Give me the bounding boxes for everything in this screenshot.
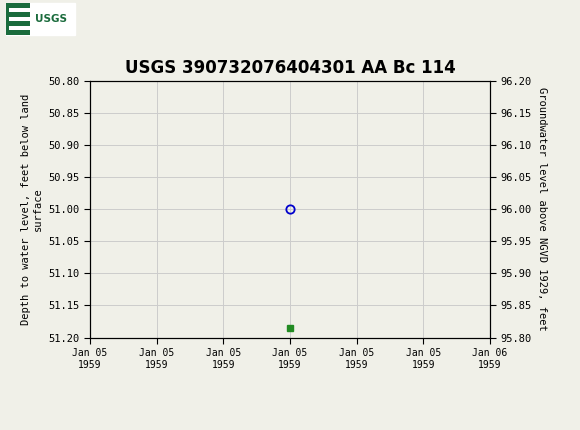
Text: USGS: USGS [35,14,67,24]
Y-axis label: Depth to water level, feet below land
surface: Depth to water level, feet below land su… [21,94,43,325]
Bar [6,3,75,35]
Bar [9,9,30,12]
Bar [9,17,30,21]
Bar [9,26,30,30]
Title: USGS 390732076404301 AA Bc 114: USGS 390732076404301 AA Bc 114 [125,58,455,77]
Y-axis label: Groundwater level above NGVD 1929, feet: Groundwater level above NGVD 1929, feet [537,87,548,331]
Bar [6,3,30,35]
